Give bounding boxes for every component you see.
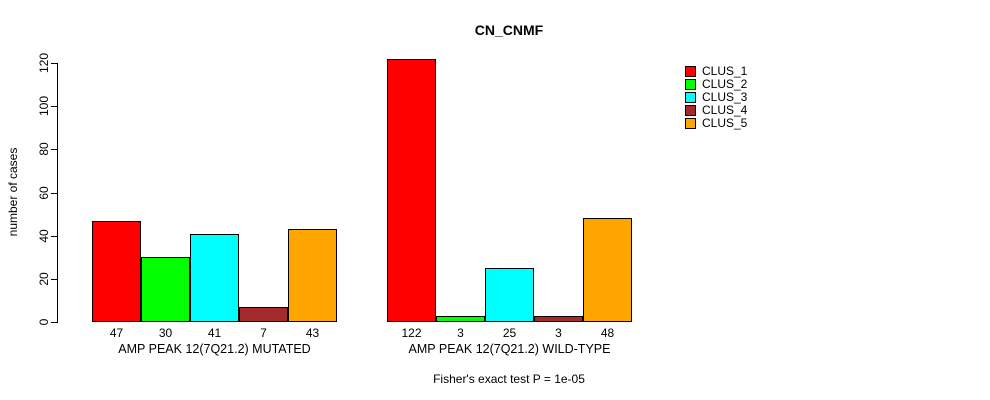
bar-clus_1 [387, 58, 436, 322]
y-tick-label: 100 [37, 96, 51, 117]
legend-swatch-clus_2 [685, 79, 696, 90]
bar-clus_2 [436, 315, 485, 322]
bar-value-label: 48 [600, 326, 615, 340]
bar-clus_3 [190, 233, 239, 322]
bar-value-label: 7 [260, 326, 267, 340]
bar-clus_4 [239, 306, 288, 322]
y-tick-label: 120 [37, 52, 51, 74]
y-tick-label: 40 [37, 228, 51, 243]
legend-row: CLUS_5 [685, 117, 747, 130]
bar-value-label: 47 [109, 326, 124, 340]
y-tick-label: 80 [37, 142, 51, 157]
bar-value-label: 30 [158, 326, 173, 340]
bar-value-label: 43 [305, 326, 320, 340]
legend-swatch-clus_5 [685, 118, 696, 129]
y-tick-label: 20 [37, 272, 51, 286]
bar-clus_2 [141, 257, 190, 322]
y-tick-mark [51, 322, 57, 323]
y-tick-mark [51, 149, 57, 151]
legend-row: CLUS_3 [685, 91, 747, 104]
legend-label: CLUS_2 [702, 77, 748, 91]
legend-label: CLUS_1 [702, 64, 748, 78]
bar-value-label: 3 [457, 326, 464, 340]
legend-swatch-clus_4 [685, 105, 696, 116]
y-tick-mark [51, 192, 57, 194]
bar-value-label: 41 [207, 326, 222, 340]
bar-value-label: 122 [401, 326, 422, 340]
y-tick-label: 60 [37, 185, 51, 200]
y-tick-mark [51, 235, 57, 237]
footnote: Fisher's exact test P = 1e-05 [433, 372, 585, 386]
bar-clus_5 [288, 229, 337, 322]
legend: CLUS_1 CLUS_2 CLUS_3 CLUS_4 CLUS_5 [685, 65, 747, 130]
bar-clus_5 [583, 218, 632, 322]
legend-label: CLUS_3 [702, 90, 748, 104]
legend-swatch-clus_3 [685, 92, 696, 103]
chart-title: CN_CNMF [474, 22, 544, 38]
legend-label: CLUS_4 [702, 103, 748, 117]
y-tick-label: 0 [37, 318, 51, 326]
bar-clus_4 [534, 315, 583, 322]
y-tick-mark [51, 106, 57, 108]
legend-label: CLUS_5 [702, 116, 748, 130]
y-axis-line [57, 63, 58, 323]
bar-clus_1 [92, 220, 141, 322]
bar-value-label: 3 [555, 326, 562, 340]
y-tick-mark [51, 63, 57, 64]
legend-row: CLUS_2 [685, 78, 747, 91]
bar-value-label: 25 [502, 326, 517, 340]
group-label: AMP PEAK 12(7Q21.2) WILD-TYPE [408, 342, 611, 356]
group-label: AMP PEAK 12(7Q21.2) MUTATED [118, 342, 311, 356]
legend-row: CLUS_1 [685, 65, 747, 78]
y-tick-mark [51, 278, 57, 280]
bar-clus_3 [485, 268, 534, 322]
y-axis-label: number of cases [6, 147, 20, 237]
legend-swatch-clus_1 [685, 66, 696, 77]
legend-row: CLUS_4 [685, 104, 747, 117]
